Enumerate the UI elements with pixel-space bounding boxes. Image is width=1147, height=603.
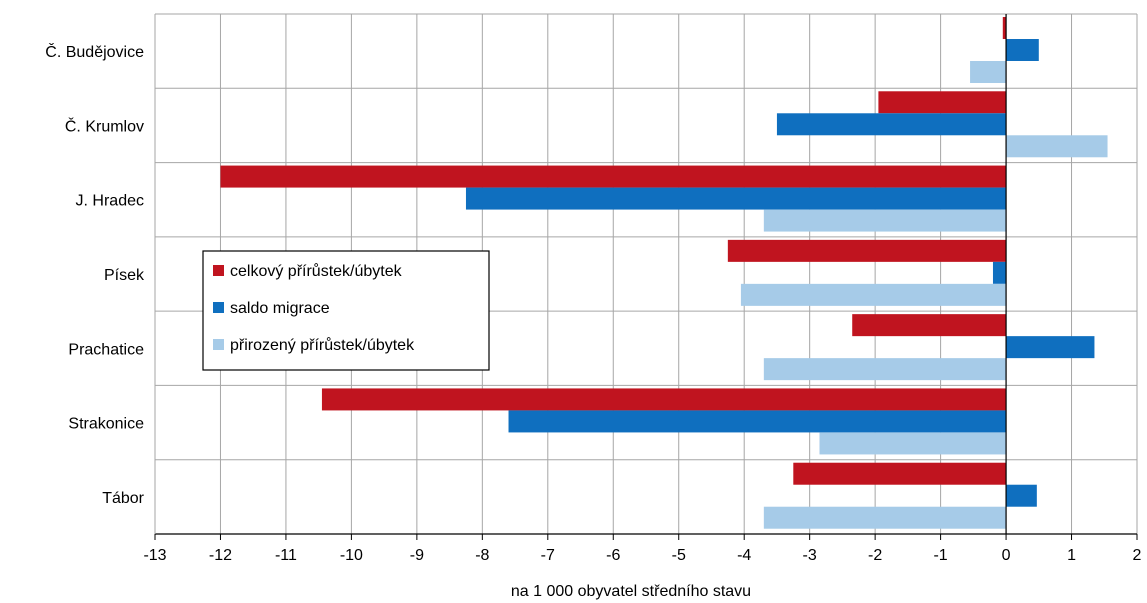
- bar: [465, 187, 1007, 210]
- bar: [1006, 135, 1108, 158]
- x-tick-label: -10: [340, 547, 363, 564]
- bar: [508, 410, 1007, 433]
- bar: [763, 506, 1007, 529]
- category-label: J. Hradec: [76, 193, 144, 210]
- x-tick-label: -9: [410, 547, 424, 564]
- legend-swatch: [213, 265, 224, 276]
- x-tick-label: -2: [868, 547, 882, 564]
- category-label: Písek: [104, 267, 145, 284]
- x-tick-label: -13: [143, 547, 166, 564]
- x-axis-title: na 1 000 obyvatel středního stavu: [511, 583, 751, 600]
- legend-label: saldo migrace: [230, 300, 330, 317]
- x-tick-label: -8: [475, 547, 489, 564]
- axes: [154, 14, 1138, 540]
- bar-series: [220, 17, 1108, 529]
- legend-label: přirozený přírůstek/úbytek: [230, 336, 415, 354]
- legend: celkový přírůstek/úbytek saldo migrace při…: [202, 250, 490, 371]
- category-label: Prachatice: [68, 341, 144, 358]
- x-tick-label: -6: [606, 547, 620, 564]
- category-labels: Č. Budějovice Č. Krumlov J. Hradec Písek Pra…: [45, 42, 145, 507]
- bar: [1002, 17, 1007, 39]
- x-tick-label: -5: [672, 547, 686, 564]
- x-tick-label: -1: [933, 547, 947, 564]
- bar: [763, 358, 1007, 381]
- bar: [740, 283, 1007, 306]
- legend-swatch: [213, 339, 224, 350]
- bar: [776, 113, 1007, 136]
- legend-box: [202, 250, 490, 371]
- bar: [763, 209, 1007, 232]
- bar: [727, 239, 1007, 262]
- x-tick-label: -11: [275, 547, 297, 564]
- bar: [793, 462, 1007, 485]
- bar: [878, 91, 1007, 114]
- x-tick-label: 2: [1133, 547, 1142, 564]
- legend-label: celkový přírůstek/úbytek: [230, 262, 403, 280]
- bar: [1006, 484, 1037, 507]
- x-tick-label: -12: [209, 547, 232, 564]
- bar: [992, 261, 1007, 284]
- category-label: Tábor: [102, 490, 144, 507]
- bar: [1006, 336, 1095, 359]
- category-label: Č. Budějovice: [45, 42, 144, 61]
- category-label: Č. Krumlov: [65, 116, 144, 135]
- x-tick-labels: -13 -12 -11 -10 -9 -8 -7 -6 -5 -4 -3 -2 -1 0 1 2: [143, 547, 1141, 564]
- category-label: Strakonice: [68, 416, 144, 433]
- legend-swatch: [213, 302, 224, 313]
- bar: [321, 388, 1007, 411]
- x-tick-label: -7: [541, 547, 555, 564]
- x-tick-label: 1: [1067, 547, 1076, 564]
- bar: [970, 61, 1007, 83]
- bar: [852, 314, 1007, 337]
- bar: [220, 165, 1007, 188]
- x-tick-label: 0: [1002, 547, 1011, 564]
- bar: [819, 432, 1007, 455]
- bar: [1006, 39, 1039, 61]
- x-tick-label: -4: [737, 547, 751, 564]
- x-tick-label: -3: [803, 547, 817, 564]
